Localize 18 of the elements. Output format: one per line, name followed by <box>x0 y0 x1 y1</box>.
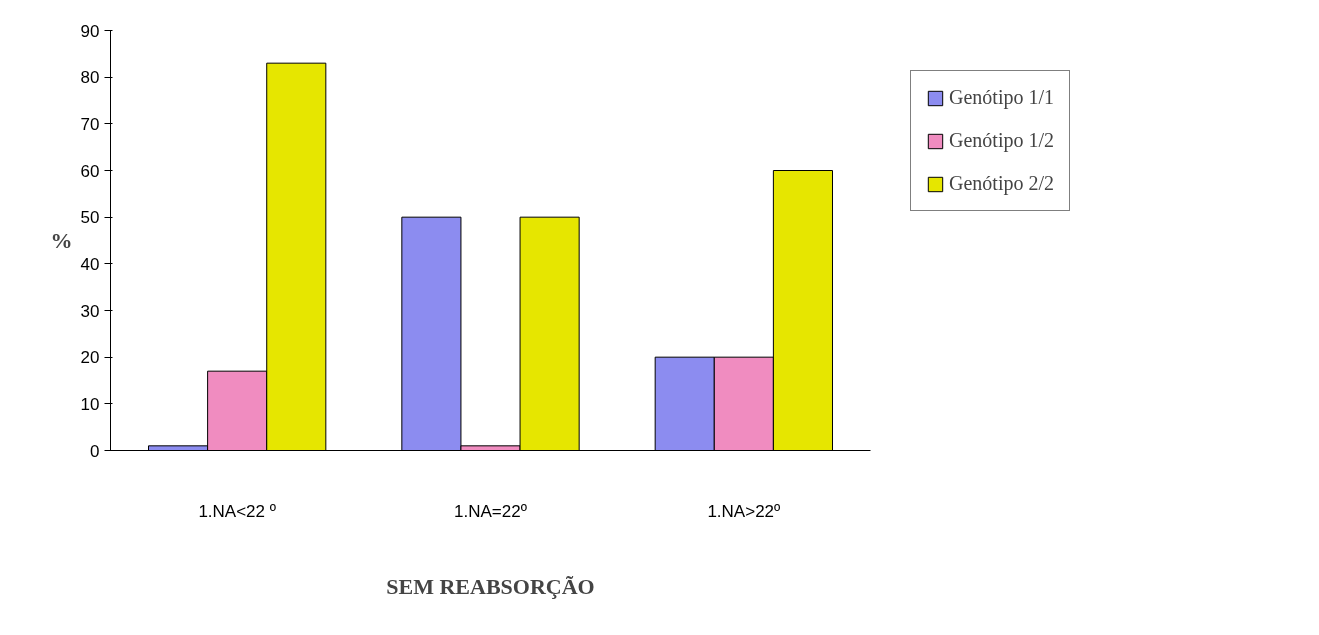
legend-label: Genótipo 1/1 <box>949 86 1054 109</box>
y-tick-label: 10 <box>80 394 100 414</box>
y-tick-label: 40 <box>80 254 100 274</box>
x-tick-label: 1.NA=22º <box>454 501 527 521</box>
y-tick-label: 80 <box>80 68 100 88</box>
y-tick-label: 20 <box>80 348 100 368</box>
x-axis-title: SEM REABSORÇÃO <box>386 573 595 599</box>
x-tick-label: 1.NA>22º <box>707 501 781 521</box>
x-tick-label: 1.NA<22 º <box>198 501 276 521</box>
legend-label: Genótipo 1/2 <box>949 129 1054 152</box>
y-tick-label: 60 <box>80 161 100 181</box>
legend-label: Genótipo 2/2 <box>949 172 1054 195</box>
y-tick-label: 30 <box>80 301 100 321</box>
y-tick-label: 50 <box>80 208 100 228</box>
y-tick-label: 0 <box>90 441 100 461</box>
y-tick-label: 70 <box>80 114 100 134</box>
y-axis-title: % <box>50 228 73 253</box>
y-tick-label: 90 <box>80 21 100 41</box>
